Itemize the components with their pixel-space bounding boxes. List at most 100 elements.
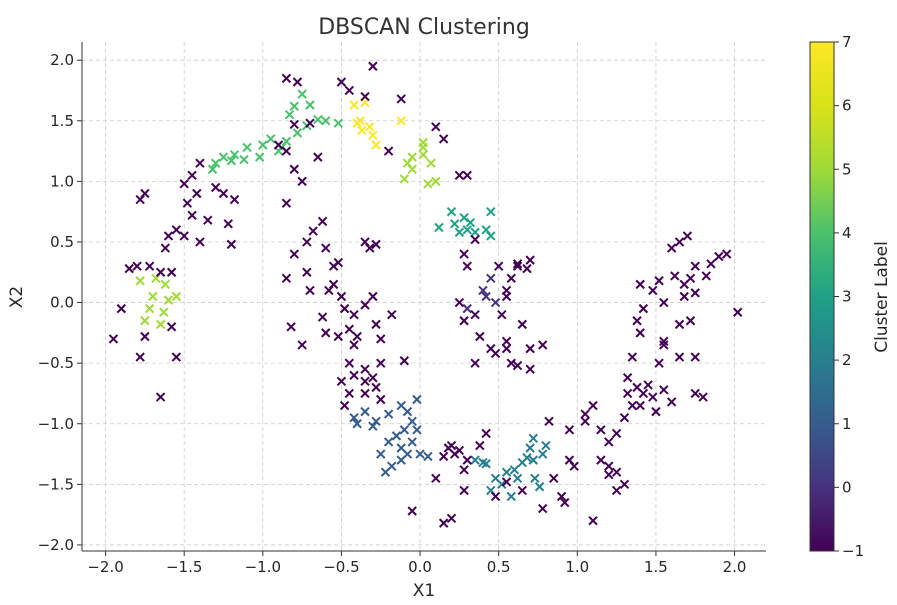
- data-point: [478, 285, 488, 296]
- data-point: [481, 428, 491, 439]
- data-point: [144, 303, 155, 314]
- data-point: [171, 225, 182, 235]
- data-point: [470, 227, 480, 237]
- data-point: [321, 328, 331, 338]
- colorbar-tick-label: 2: [842, 351, 852, 369]
- data-point: [481, 291, 491, 302]
- x-tick-label: 1.0: [565, 558, 589, 576]
- data-point: [506, 273, 516, 284]
- data-point: [352, 331, 362, 342]
- data-point: [155, 392, 166, 402]
- data-point: [336, 77, 347, 87]
- colorbar: −1 0 1 2 3 4 5 6 7 Cluster Label: [809, 33, 892, 560]
- data-point: [490, 348, 501, 359]
- data-point: [273, 140, 284, 150]
- data-point: [431, 176, 441, 187]
- data-point: [140, 331, 150, 342]
- data-point: [501, 336, 512, 347]
- y-axis-label: X2: [7, 286, 27, 308]
- data-point: [475, 440, 485, 451]
- data-point: [643, 380, 653, 390]
- data-point: [415, 449, 425, 459]
- data-point: [706, 259, 716, 269]
- data-point: [281, 146, 292, 156]
- y-tick-label: 0.0: [50, 294, 74, 312]
- data-point: [462, 170, 472, 181]
- data-point: [714, 251, 724, 262]
- data-point: [396, 94, 406, 104]
- x-tick-label: −0.5: [323, 558, 359, 576]
- data-point: [297, 176, 307, 187]
- data-point: [305, 118, 315, 128]
- data-point: [396, 455, 406, 465]
- data-point: [155, 319, 166, 330]
- data-point: [638, 303, 649, 314]
- data-point: [525, 443, 535, 453]
- data-point: [360, 300, 370, 310]
- data-point: [501, 467, 512, 477]
- data-point: [690, 261, 700, 271]
- colorbar-ticks: −1 0 1 2 3 4 5 6 7: [834, 33, 864, 560]
- data-point: [210, 182, 221, 193]
- data-point: [289, 119, 299, 130]
- data-point: [588, 515, 598, 526]
- x-tick-label: −1.0: [245, 558, 281, 576]
- x-axis-ticks: −2.0 −1.5 −1.0 −0.5 0.0 0.5 1.0 1.5 2.0: [87, 551, 746, 576]
- y-axis-ticks: −2.0 −1.5 −1.0 −0.5 0.0 0.5 1.0 1.5 2.0: [38, 51, 82, 554]
- data-point: [344, 324, 355, 334]
- data-point: [434, 222, 444, 233]
- data-point: [449, 219, 460, 229]
- data-point: [438, 451, 449, 462]
- data-point: [454, 445, 465, 456]
- data-point: [580, 416, 590, 427]
- colorbar-tick-label: −1: [842, 542, 864, 560]
- data-point: [305, 285, 315, 296]
- data-point: [611, 467, 622, 477]
- data-point: [391, 431, 402, 441]
- data-point: [349, 340, 359, 350]
- data-point: [349, 370, 359, 380]
- data-point: [596, 425, 606, 435]
- data-point: [564, 425, 575, 435]
- data-point: [431, 473, 441, 483]
- data-point: [659, 385, 669, 395]
- data-point: [627, 352, 638, 362]
- data-point: [179, 179, 189, 189]
- data-point: [321, 243, 331, 253]
- data-points: [108, 61, 743, 528]
- data-point: [619, 479, 630, 490]
- data-point: [659, 336, 669, 347]
- data-point: [418, 150, 428, 160]
- data-point: [135, 194, 145, 205]
- data-point: [622, 388, 633, 399]
- data-point: [344, 358, 355, 368]
- data-point: [632, 316, 642, 326]
- data-point: [376, 394, 386, 405]
- data-point: [371, 319, 381, 330]
- data-point: [360, 91, 370, 102]
- data-point: [344, 85, 355, 96]
- data-point: [187, 170, 197, 181]
- data-point: [462, 225, 472, 235]
- grid-lines: [82, 42, 766, 551]
- data-point: [426, 158, 436, 168]
- data-point: [497, 479, 507, 490]
- colorbar-tick-label: 5: [842, 160, 852, 178]
- data-point: [289, 101, 299, 111]
- data-point: [407, 164, 417, 174]
- data-point: [333, 118, 344, 128]
- data-point: [682, 231, 693, 241]
- data-point: [187, 210, 197, 221]
- data-point: [380, 467, 391, 477]
- data-point: [313, 152, 323, 162]
- data-point: [560, 497, 570, 508]
- data-point: [438, 134, 449, 144]
- data-point: [258, 140, 268, 150]
- data-point: [292, 77, 303, 87]
- data-point: [470, 309, 480, 320]
- colorbar-tick-label: 1: [842, 415, 852, 433]
- data-point: [203, 215, 213, 225]
- data-point: [140, 316, 150, 326]
- data-point: [486, 231, 496, 241]
